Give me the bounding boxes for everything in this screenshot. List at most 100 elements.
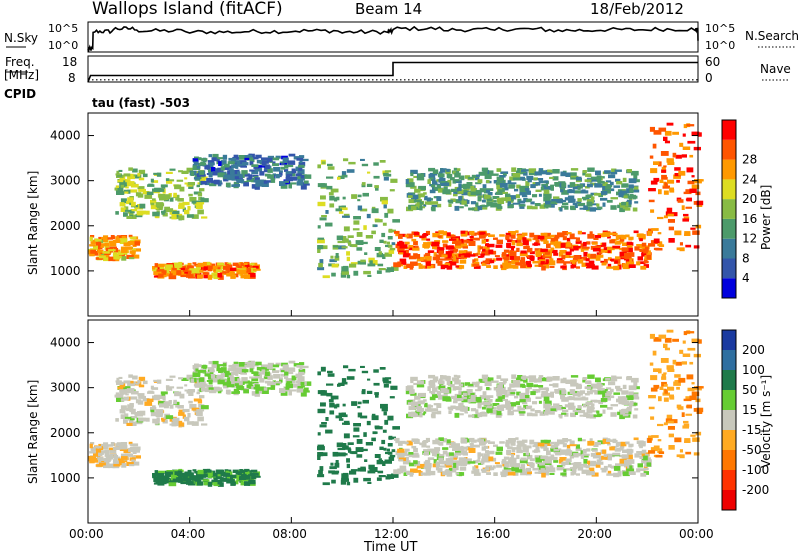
velocity-cell bbox=[272, 370, 279, 374]
power-cell bbox=[90, 235, 95, 238]
power-cell bbox=[346, 251, 350, 256]
velocity-cell bbox=[451, 465, 459, 471]
power-cell bbox=[444, 257, 453, 261]
colorbar-segment bbox=[722, 139, 736, 160]
power-cell bbox=[549, 205, 555, 208]
velocity-cell bbox=[469, 443, 474, 445]
velocity-cell bbox=[196, 372, 201, 376]
velocity-cell bbox=[510, 392, 516, 395]
velocity-cell bbox=[357, 406, 361, 409]
velocity-cell bbox=[481, 446, 486, 451]
velocity-cell bbox=[551, 405, 558, 410]
velocity-cell bbox=[123, 419, 128, 424]
velocity-cell bbox=[196, 391, 200, 395]
velocity-cell bbox=[525, 452, 529, 456]
power-cell bbox=[131, 252, 136, 255]
velocity-cell bbox=[419, 442, 425, 446]
power-cell bbox=[666, 207, 673, 212]
velocity-cell bbox=[236, 367, 241, 373]
power-cell bbox=[189, 197, 197, 202]
power-cell bbox=[553, 241, 560, 245]
power-cell bbox=[416, 177, 425, 181]
power-cell bbox=[529, 232, 535, 238]
velocity-cell bbox=[196, 409, 205, 412]
velocity-cell bbox=[410, 468, 418, 473]
velocity-cell bbox=[226, 471, 230, 474]
power-cell bbox=[150, 178, 154, 183]
power-cell bbox=[492, 196, 500, 200]
power-cell bbox=[453, 167, 458, 171]
velocity-cell bbox=[501, 404, 508, 408]
power-cell bbox=[596, 175, 602, 180]
power-cell bbox=[550, 186, 554, 191]
velocity-cell bbox=[289, 383, 298, 388]
power-cell bbox=[424, 195, 428, 201]
power-cell bbox=[124, 209, 132, 212]
power-cell bbox=[300, 174, 305, 179]
power-cell bbox=[127, 210, 132, 214]
power-cell bbox=[411, 194, 419, 200]
velocity-cell bbox=[585, 401, 593, 406]
power-cell bbox=[188, 193, 193, 197]
velocity-cell bbox=[482, 460, 490, 463]
velocity-cell bbox=[319, 452, 328, 457]
velocity-cell bbox=[405, 389, 413, 395]
velocity-cell bbox=[441, 461, 448, 465]
power-cell bbox=[287, 165, 294, 168]
power-cell bbox=[325, 222, 333, 227]
velocity-cell bbox=[563, 468, 570, 471]
velocity-cell bbox=[518, 411, 526, 414]
power-cell bbox=[550, 184, 554, 188]
power-cell bbox=[279, 181, 286, 186]
velocity-cell bbox=[379, 367, 386, 370]
velocity-cell bbox=[186, 421, 194, 425]
power-cell bbox=[525, 188, 530, 192]
power-cell bbox=[685, 206, 692, 209]
velocity-cell bbox=[164, 480, 170, 484]
power-cell bbox=[342, 215, 350, 218]
power-cell bbox=[500, 171, 509, 174]
velocity-cell bbox=[618, 399, 625, 405]
power-cell bbox=[402, 261, 407, 265]
power-cell bbox=[685, 244, 692, 248]
velocity-cell bbox=[607, 470, 612, 474]
power-cell bbox=[286, 174, 293, 177]
power-cell bbox=[519, 185, 528, 191]
power-cell bbox=[633, 179, 640, 183]
velocity-cell bbox=[376, 459, 384, 465]
power-cell bbox=[164, 268, 170, 274]
velocity-cell bbox=[438, 465, 446, 468]
power-cell bbox=[317, 237, 325, 240]
power-cell bbox=[108, 240, 117, 244]
velocity-cell bbox=[597, 390, 605, 395]
power-cell bbox=[119, 202, 125, 207]
velocity-cell bbox=[486, 472, 491, 475]
power-cell bbox=[541, 265, 546, 271]
power-cell bbox=[668, 238, 675, 243]
velocity-cell bbox=[633, 437, 639, 441]
power-cell bbox=[186, 214, 194, 218]
velocity-cell bbox=[602, 409, 606, 414]
velocity-cell bbox=[152, 405, 156, 408]
power-cell bbox=[239, 269, 247, 273]
power-cell bbox=[691, 131, 700, 136]
velocity-cell bbox=[380, 403, 388, 409]
power-cell bbox=[383, 176, 389, 181]
power-cell bbox=[360, 208, 368, 212]
power-cell bbox=[476, 174, 480, 177]
power-cell bbox=[587, 253, 591, 257]
power-cell bbox=[209, 162, 215, 166]
velocity-cell bbox=[148, 390, 154, 393]
power-cell bbox=[343, 226, 350, 232]
velocity-cell bbox=[496, 446, 503, 451]
velocity-cell bbox=[647, 438, 652, 443]
power-cell bbox=[486, 198, 493, 202]
power-cell bbox=[569, 182, 576, 187]
power-cell bbox=[511, 240, 516, 246]
power-cell bbox=[481, 251, 487, 254]
velocity-cell bbox=[234, 383, 239, 386]
power-cell bbox=[222, 156, 227, 160]
power-cell bbox=[428, 167, 436, 172]
power-cell bbox=[665, 211, 672, 216]
power-cell bbox=[180, 271, 187, 275]
